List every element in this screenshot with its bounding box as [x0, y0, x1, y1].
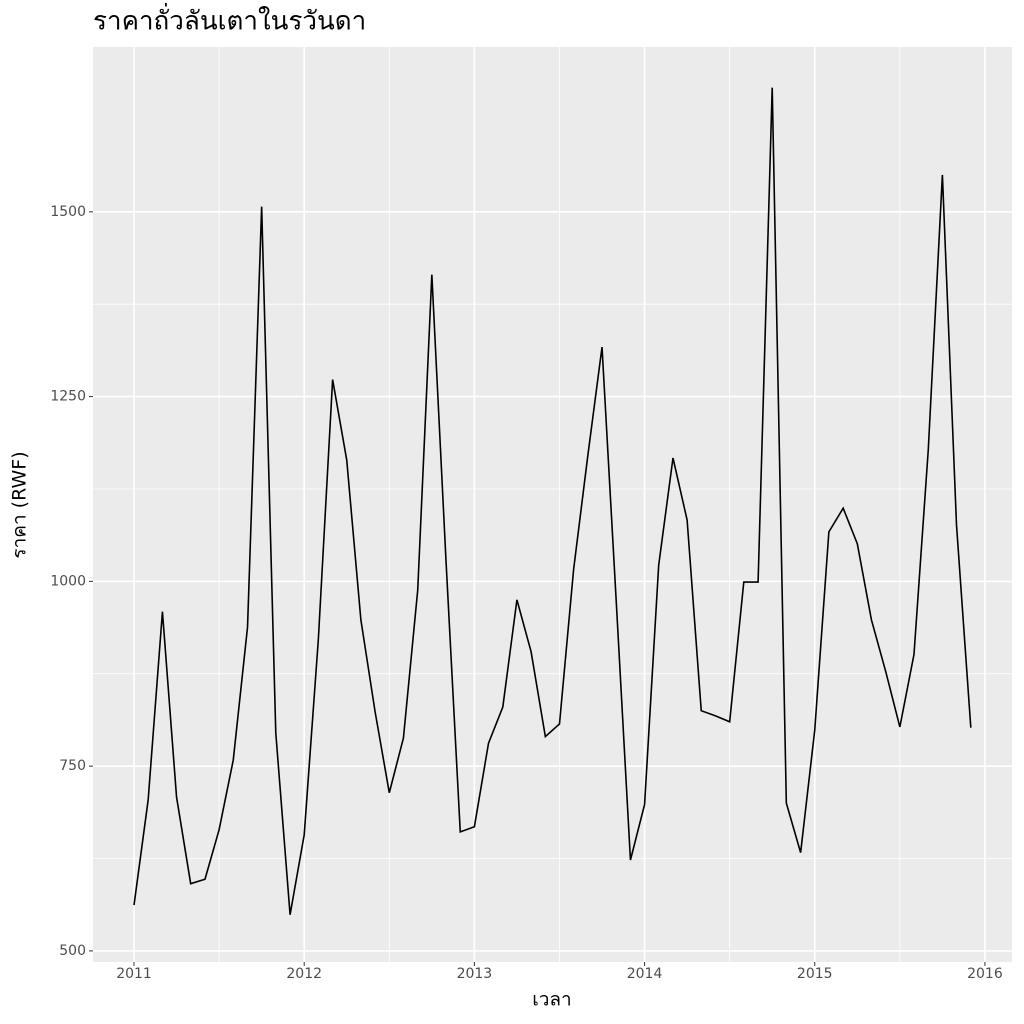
y-tick-label: 750 — [59, 758, 86, 774]
y-tick-label: 500 — [59, 943, 86, 959]
y-tick-label: 1000 — [50, 573, 86, 589]
x-tick-label: 2016 — [967, 966, 1003, 982]
x-tick-label: 2014 — [627, 966, 663, 982]
y-axis-label: ราคา (RWF) — [9, 451, 31, 558]
x-axis-label: เวลา — [532, 989, 571, 1011]
x-tick-label: 2013 — [457, 966, 493, 982]
y-tick-label: 1250 — [50, 389, 86, 405]
y-tick-label: 1500 — [50, 204, 86, 220]
plot-panel — [93, 47, 1012, 962]
data-line — [133, 87, 972, 915]
x-tick-label: 2015 — [797, 966, 833, 982]
x-tick-label: 2012 — [286, 966, 322, 982]
chart-title: ราคาถั่วลันเตาในรวันดา — [93, 3, 366, 37]
x-tick-label: 2011 — [116, 966, 152, 982]
